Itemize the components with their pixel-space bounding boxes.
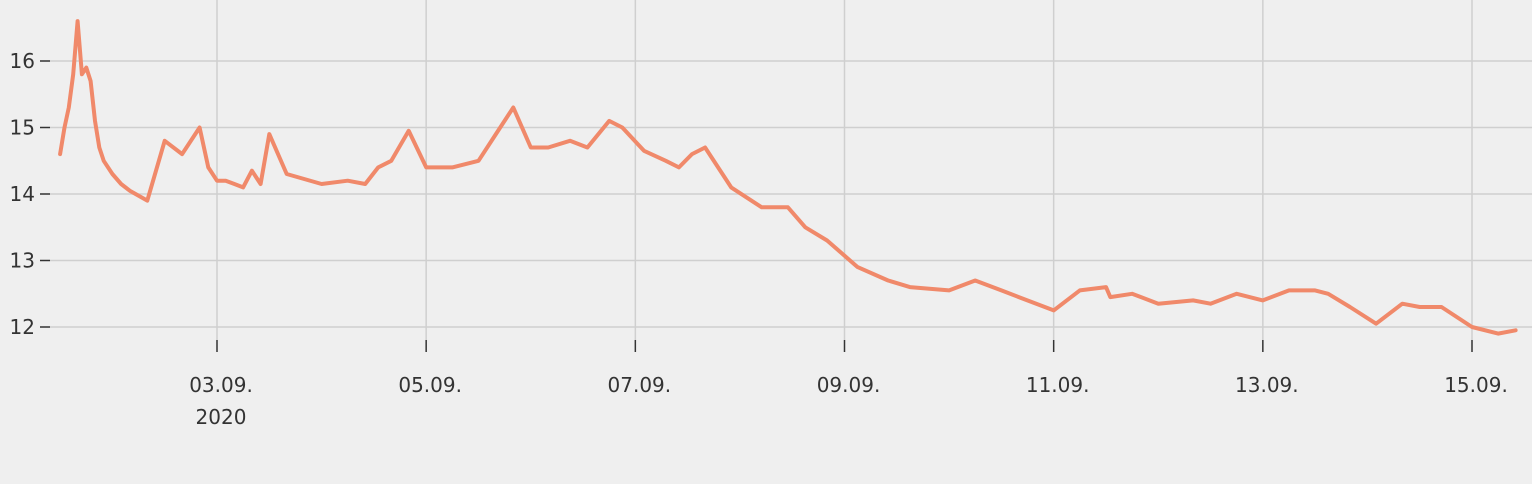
y-tick-label: 13: [10, 249, 35, 273]
x-tick-sublabel: 2020: [196, 405, 247, 429]
x-tick-label: 03.09.: [189, 373, 253, 397]
y-tick-label: 12: [10, 315, 35, 339]
x-tick-label: 15.09.: [1444, 373, 1508, 397]
y-tick-label: 14: [10, 182, 35, 206]
y-tick-label: 16: [10, 49, 35, 73]
x-tick-label: 13.09.: [1235, 373, 1299, 397]
x-tick-label: 11.09.: [1026, 373, 1090, 397]
x-tick-label: 05.09.: [398, 373, 462, 397]
x-tick-label: 07.09.: [608, 373, 672, 397]
x-tick-label: 09.09.: [817, 373, 881, 397]
y-tick-label: 15: [10, 116, 35, 140]
